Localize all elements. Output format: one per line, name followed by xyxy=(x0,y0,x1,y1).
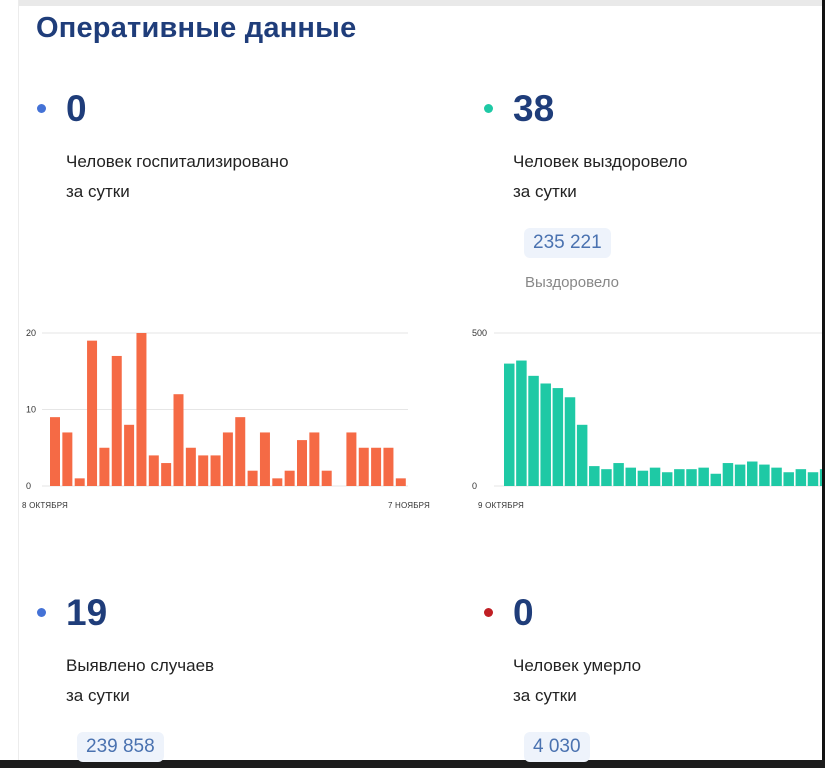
page-title: Оперативные данные xyxy=(36,12,357,44)
recovered-total[interactable]: 235 221 xyxy=(524,228,611,258)
hospitalized-chart-bar xyxy=(50,417,60,486)
recovered-chart-svg: 0 500 9 ОКТЯБРЯ xyxy=(472,328,822,510)
recovered-total-label: Выздоровело xyxy=(525,274,620,291)
recovered-chart-bar xyxy=(783,472,794,486)
died-label-line1: Человек умерло xyxy=(513,656,642,675)
hospitalized-chart-bar xyxy=(87,340,98,486)
hospitalized-chart-bar xyxy=(198,455,209,486)
hospitalized-chart-bar xyxy=(247,470,258,486)
cases-dot-icon xyxy=(37,608,46,617)
died-total[interactable]: 4 030 xyxy=(524,732,590,762)
hospitalized-chart-bar xyxy=(346,432,357,486)
hospitalized-chart-bar xyxy=(222,432,233,486)
recovered-chart-bar xyxy=(710,473,722,486)
recovered-chart-bar xyxy=(734,464,746,486)
recovered-chart-bar xyxy=(819,469,822,486)
recovered-chart-bar xyxy=(771,467,782,486)
cases-label-line2: за сутки xyxy=(66,686,130,705)
recovered-label-line1: Человек выздоровело xyxy=(513,152,688,171)
hospitalized-chart-bar xyxy=(74,478,85,486)
recovered-chart-bar xyxy=(747,461,758,486)
recovered-chart-bar xyxy=(686,469,697,486)
recovered-chart-bar xyxy=(516,360,527,486)
hospitalized-chart-bar xyxy=(297,440,307,486)
hospitalized-chart-bar xyxy=(62,432,73,486)
recovered-chart-bar xyxy=(564,397,576,486)
hospitalized-chart: 0 10 20 8 ОКТЯБРЯ 7 НОЯБРЯ xyxy=(18,320,438,520)
hospitalized-chart-bar xyxy=(111,355,122,486)
recovered-chart-bar xyxy=(613,463,624,486)
recovered-chart-bar xyxy=(589,466,600,486)
hospitalized-chart-svg: 0 10 20 8 ОКТЯБРЯ 7 НОЯБРЯ xyxy=(22,328,430,510)
cases-label-line1: Выявлено случаев xyxy=(66,656,215,675)
recovered-chart-bar xyxy=(722,463,734,486)
recovered-chart-bar xyxy=(528,375,539,486)
recovered-chart-bar xyxy=(576,424,588,486)
recovered-chart: 0 500 9 ОКТЯБРЯ xyxy=(468,320,822,520)
recovered-chart-bar xyxy=(698,467,709,486)
hospitalized-chart-bar xyxy=(383,447,394,486)
hospitalized-chart-bar xyxy=(235,417,246,486)
hospitalized-chart-bar xyxy=(124,424,135,486)
recovered-chart-bar xyxy=(625,467,636,486)
recovered-chart-bar xyxy=(637,470,649,486)
hospitalized-dot-icon xyxy=(37,104,46,113)
recovered-dot-icon xyxy=(484,104,493,113)
recovered-chart-bar xyxy=(661,472,673,486)
recovered-chart-bar xyxy=(807,472,819,486)
cases-total[interactable]: 239 858 xyxy=(77,732,164,762)
died-dot-icon xyxy=(484,608,493,617)
left-edge xyxy=(0,0,19,760)
died-label-line2: за сутки xyxy=(513,686,577,705)
cases-value: 19 xyxy=(66,592,108,633)
hospitalized-chart-bar xyxy=(309,432,320,486)
hospitalized-chart-y-tick-label: 20 xyxy=(26,328,36,338)
recovered-chart-bar xyxy=(601,469,612,486)
hospitalized-chart-bar xyxy=(99,447,110,486)
hospitalized-chart-bar xyxy=(358,447,369,486)
hospitalized-chart-bar xyxy=(148,455,159,486)
recovered-chart-bar xyxy=(649,467,661,486)
hospitalized-chart-bar xyxy=(321,470,332,486)
hospitalized-chart-bar xyxy=(371,447,382,486)
hospitalized-chart-bar xyxy=(136,333,147,486)
hospitalized-chart-y-tick-label: 10 xyxy=(26,405,36,415)
hospitalized-chart-bar xyxy=(272,478,283,486)
hospitalized-chart-bar xyxy=(395,478,406,486)
hospitalized-chart-bar xyxy=(259,432,270,486)
recovered-chart-bar xyxy=(674,469,685,486)
recovered-chart-y-tick-label: 500 xyxy=(472,328,487,338)
recovered-value: 38 xyxy=(513,88,555,129)
hospitalized-value: 0 xyxy=(66,88,87,129)
recovered-chart-bar xyxy=(552,388,564,486)
hospitalized-chart-bar xyxy=(173,394,184,486)
recovered-chart-y-tick-label: 0 xyxy=(472,481,477,491)
hospitalized-chart-x-start-label: 8 ОКТЯБРЯ xyxy=(22,501,68,510)
recovered-chart-bar xyxy=(504,363,515,486)
bottom-edge xyxy=(0,760,825,768)
hospitalized-chart-bar xyxy=(210,455,221,486)
top-edge xyxy=(18,0,825,6)
hospitalized-chart-x-end-label: 7 НОЯБРЯ xyxy=(388,501,430,510)
hospitalized-label-line2: за сутки xyxy=(66,182,130,201)
hospitalized-label-line1: Человек госпитализировано xyxy=(66,152,289,171)
recovered-chart-bar xyxy=(759,464,770,486)
recovered-chart-bar xyxy=(795,469,807,486)
hospitalized-chart-bar xyxy=(185,447,196,486)
recovered-label-line2: за сутки xyxy=(513,182,577,201)
hospitalized-chart-bar xyxy=(161,463,172,486)
recovered-chart-x-start-label: 9 ОКТЯБРЯ xyxy=(478,501,524,510)
hospitalized-chart-bar xyxy=(284,470,295,486)
hospitalized-chart-y-tick-label: 0 xyxy=(26,481,31,491)
recovered-chart-bar xyxy=(540,383,551,486)
died-value: 0 xyxy=(513,592,534,633)
right-edge xyxy=(822,0,825,760)
